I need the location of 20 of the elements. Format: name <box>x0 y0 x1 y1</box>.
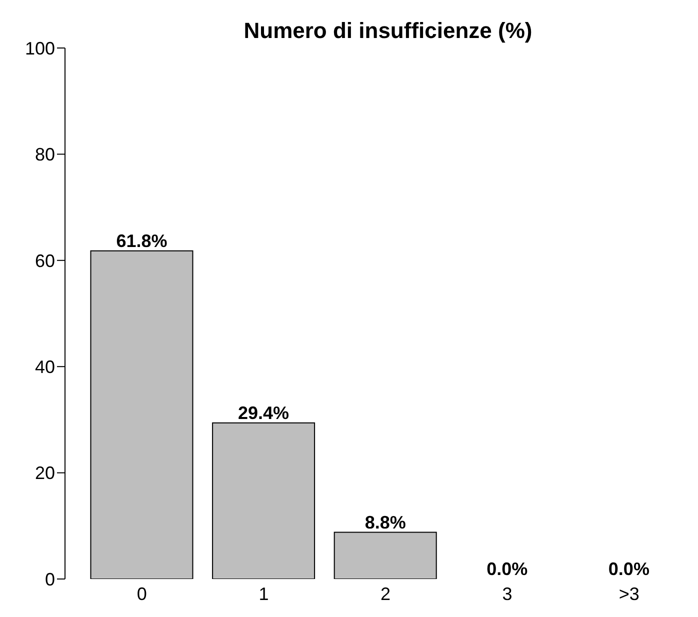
x-tick-label: >3 <box>618 584 640 604</box>
y-tick-label: 0 <box>44 569 55 590</box>
bar <box>334 532 437 579</box>
data-label: 61.8% <box>116 230 168 251</box>
bar <box>90 250 194 579</box>
y-tick-label: 20 <box>34 463 55 484</box>
y-tick-label: 40 <box>34 356 55 377</box>
chart-title: Numero di insufficienze (%) <box>242 18 534 44</box>
x-tick-label: 2 <box>380 584 391 604</box>
data-label: 0.0% <box>486 559 528 579</box>
data-label: 0.0% <box>608 559 650 579</box>
x-tick-label: 0 <box>136 584 147 604</box>
x-tick-label: 3 <box>502 584 512 604</box>
y-tick-label: 60 <box>34 250 55 271</box>
y-tick-label: 100 <box>24 38 55 58</box>
x-tick-label: 1 <box>258 584 269 604</box>
y-tick-label: 80 <box>34 144 55 165</box>
data-label: 29.4% <box>238 402 290 423</box>
data-label: 8.8% <box>364 512 406 532</box>
bar <box>212 422 316 579</box>
